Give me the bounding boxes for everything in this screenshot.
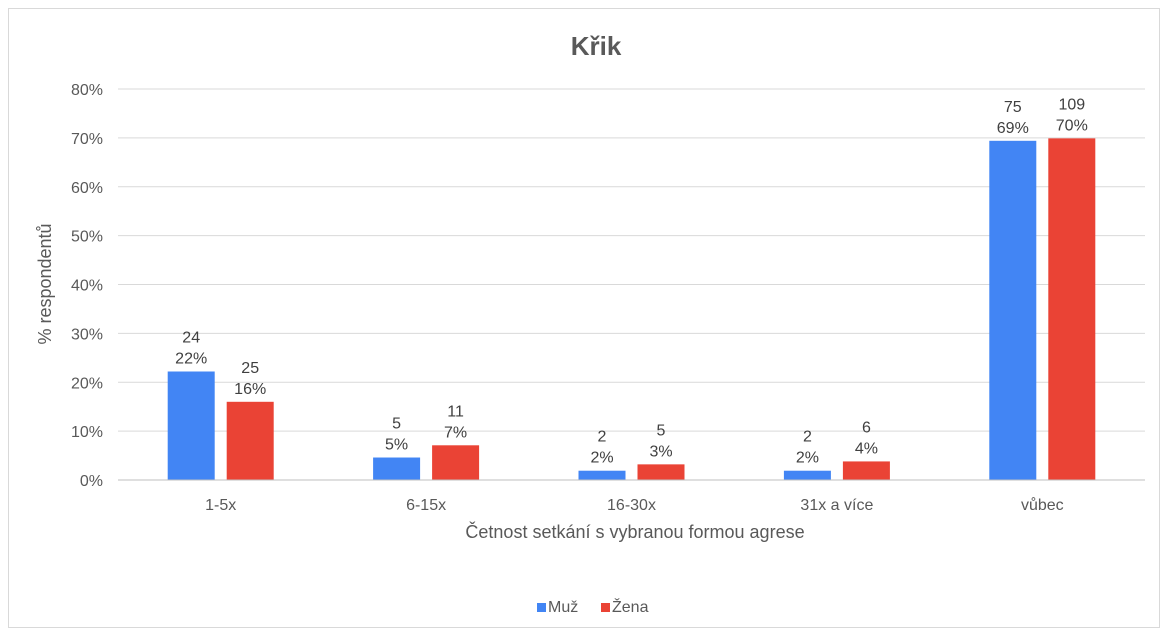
bar xyxy=(989,140,1037,480)
data-label-percent: 69% xyxy=(997,120,1029,137)
data-label-count: 6 xyxy=(862,419,871,436)
legend-swatch xyxy=(601,603,610,612)
data-label-percent: 4% xyxy=(855,440,878,457)
bars xyxy=(167,138,1096,480)
y-tick-label: 30% xyxy=(71,326,103,343)
y-axis-title: % respondentů xyxy=(35,223,55,344)
bar xyxy=(1048,138,1096,480)
legend-label: Žena xyxy=(612,597,649,616)
data-label-percent: 2% xyxy=(590,450,613,467)
data-label-count: 25 xyxy=(241,360,259,377)
y-tick-label: 60% xyxy=(71,180,103,197)
bar xyxy=(432,445,480,480)
data-label-percent: 3% xyxy=(649,443,672,460)
gridlines xyxy=(118,88,1145,432)
data-label-count: 5 xyxy=(392,416,401,433)
y-axis-ticks: 0% 10% 20% 30% 40% 50% 60% 70% 80% xyxy=(71,82,103,490)
x-axis-ticks: 1-5x 6-15x 16-30x 31x a více vůbec xyxy=(205,496,1064,514)
data-label-count: 2 xyxy=(803,429,812,446)
y-tick-label: 80% xyxy=(71,82,103,99)
legend-swatch xyxy=(537,603,546,612)
bar xyxy=(637,464,685,480)
data-label-count: 5 xyxy=(657,422,666,439)
y-tick-label: 20% xyxy=(71,375,103,392)
x-tick-label: vůbec xyxy=(1021,496,1064,514)
data-label-percent: 2% xyxy=(796,450,819,467)
legend: Muž Žena xyxy=(537,597,649,616)
bar xyxy=(373,457,421,480)
data-label-percent: 5% xyxy=(385,437,408,454)
x-tick-label: 16-30x xyxy=(607,497,656,514)
y-tick-label: 0% xyxy=(80,473,103,490)
y-tick-label: 70% xyxy=(71,131,103,148)
bar xyxy=(578,470,626,480)
x-tick-label: 1-5x xyxy=(205,497,236,514)
data-label-percent: 7% xyxy=(444,424,467,441)
bar xyxy=(783,470,831,480)
bar xyxy=(167,371,215,480)
chart-title: Křik xyxy=(571,31,622,61)
data-label-percent: 16% xyxy=(234,381,266,398)
legend-label: Muž xyxy=(548,599,578,616)
bar xyxy=(842,461,890,480)
data-label-count: 109 xyxy=(1058,96,1085,113)
data-label-count: 2 xyxy=(598,429,607,446)
bar xyxy=(226,401,274,480)
data-label-count: 11 xyxy=(447,403,464,420)
chart-frame xyxy=(8,8,1160,628)
x-tick-label: 6-15x xyxy=(406,497,446,514)
x-tick-label: 31x a více xyxy=(800,497,873,514)
y-tick-label: 40% xyxy=(71,278,103,295)
data-label-count: 24 xyxy=(182,329,200,346)
x-axis-title: Četnost setkání s vybranou formou agrese xyxy=(465,521,804,542)
y-tick-label: 50% xyxy=(71,229,103,246)
data-label-count: 75 xyxy=(1004,99,1022,116)
data-label-percent: 22% xyxy=(175,350,207,367)
data-label-percent: 70% xyxy=(1056,117,1088,134)
y-tick-label: 10% xyxy=(71,424,103,441)
